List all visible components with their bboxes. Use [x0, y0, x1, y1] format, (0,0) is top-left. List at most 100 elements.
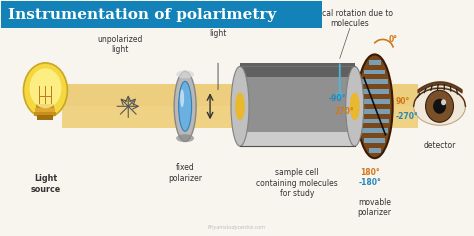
FancyBboxPatch shape: [240, 85, 355, 88]
Text: Linearly
polarized
light: Linearly polarized light: [200, 9, 236, 38]
Text: -180°: -180°: [358, 178, 381, 187]
FancyBboxPatch shape: [63, 102, 418, 103]
FancyBboxPatch shape: [240, 96, 355, 99]
FancyBboxPatch shape: [240, 107, 355, 110]
Ellipse shape: [414, 87, 465, 125]
FancyBboxPatch shape: [240, 140, 355, 143]
FancyBboxPatch shape: [63, 109, 418, 110]
FancyBboxPatch shape: [240, 126, 355, 130]
Text: Light
source: Light source: [30, 174, 61, 194]
Ellipse shape: [24, 63, 67, 118]
Text: 180°: 180°: [360, 168, 380, 177]
FancyBboxPatch shape: [240, 77, 355, 80]
Ellipse shape: [235, 92, 245, 120]
FancyBboxPatch shape: [240, 132, 355, 135]
FancyBboxPatch shape: [240, 83, 355, 86]
FancyBboxPatch shape: [63, 116, 418, 117]
FancyBboxPatch shape: [63, 110, 418, 111]
FancyBboxPatch shape: [240, 129, 355, 132]
FancyBboxPatch shape: [63, 126, 418, 127]
FancyBboxPatch shape: [240, 69, 355, 72]
FancyBboxPatch shape: [63, 111, 418, 112]
FancyBboxPatch shape: [369, 60, 381, 65]
FancyBboxPatch shape: [240, 118, 355, 122]
FancyBboxPatch shape: [359, 99, 390, 104]
FancyBboxPatch shape: [63, 112, 418, 113]
Ellipse shape: [231, 66, 249, 146]
FancyBboxPatch shape: [362, 128, 388, 133]
FancyBboxPatch shape: [369, 148, 381, 153]
FancyBboxPatch shape: [35, 112, 56, 116]
FancyBboxPatch shape: [63, 113, 418, 114]
FancyBboxPatch shape: [63, 89, 418, 90]
FancyBboxPatch shape: [63, 104, 418, 105]
Ellipse shape: [179, 81, 191, 131]
FancyBboxPatch shape: [63, 121, 418, 122]
Ellipse shape: [176, 134, 194, 142]
FancyBboxPatch shape: [63, 115, 418, 116]
FancyBboxPatch shape: [240, 121, 355, 124]
FancyBboxPatch shape: [63, 87, 418, 88]
FancyBboxPatch shape: [37, 115, 54, 120]
FancyBboxPatch shape: [63, 88, 418, 89]
Ellipse shape: [346, 66, 364, 146]
FancyBboxPatch shape: [63, 118, 418, 119]
Ellipse shape: [357, 55, 392, 158]
FancyBboxPatch shape: [240, 91, 355, 94]
Text: Instrumentation of polarimetry: Instrumentation of polarimetry: [8, 8, 276, 21]
Ellipse shape: [180, 89, 184, 107]
FancyBboxPatch shape: [63, 122, 418, 123]
FancyBboxPatch shape: [63, 125, 418, 126]
FancyBboxPatch shape: [240, 113, 355, 116]
FancyBboxPatch shape: [0, 29, 474, 236]
FancyBboxPatch shape: [63, 100, 418, 101]
FancyBboxPatch shape: [240, 74, 355, 77]
Ellipse shape: [174, 71, 196, 141]
Text: unpolarized
light: unpolarized light: [98, 35, 143, 55]
FancyBboxPatch shape: [240, 105, 355, 108]
Text: 0°: 0°: [389, 35, 398, 44]
FancyBboxPatch shape: [240, 93, 355, 97]
FancyBboxPatch shape: [240, 124, 355, 127]
FancyBboxPatch shape: [240, 143, 355, 146]
FancyBboxPatch shape: [63, 123, 418, 124]
FancyBboxPatch shape: [240, 116, 355, 119]
FancyBboxPatch shape: [360, 118, 389, 123]
Ellipse shape: [350, 92, 360, 120]
Text: 270°: 270°: [335, 107, 355, 116]
Ellipse shape: [433, 99, 446, 114]
FancyBboxPatch shape: [63, 101, 418, 102]
FancyBboxPatch shape: [63, 84, 418, 85]
FancyBboxPatch shape: [240, 110, 355, 113]
FancyBboxPatch shape: [63, 103, 418, 104]
Text: -90°: -90°: [329, 94, 346, 103]
FancyBboxPatch shape: [0, 0, 322, 29]
FancyBboxPatch shape: [36, 104, 55, 108]
FancyBboxPatch shape: [364, 70, 385, 75]
FancyBboxPatch shape: [240, 80, 355, 83]
Ellipse shape: [29, 68, 62, 108]
FancyBboxPatch shape: [362, 79, 388, 84]
Text: fixed
polarizer: fixed polarizer: [168, 163, 202, 183]
FancyBboxPatch shape: [63, 107, 418, 109]
Text: detector: detector: [423, 141, 456, 150]
FancyBboxPatch shape: [63, 105, 418, 106]
FancyBboxPatch shape: [240, 66, 355, 69]
Text: movable
polarizer: movable polarizer: [358, 198, 392, 218]
FancyBboxPatch shape: [63, 97, 418, 99]
FancyBboxPatch shape: [63, 85, 418, 87]
FancyBboxPatch shape: [240, 138, 355, 141]
Text: 90°: 90°: [396, 97, 410, 106]
FancyBboxPatch shape: [240, 88, 355, 91]
Text: -270°: -270°: [396, 112, 419, 121]
FancyBboxPatch shape: [63, 95, 418, 97]
Ellipse shape: [441, 99, 446, 105]
FancyBboxPatch shape: [63, 114, 418, 115]
FancyBboxPatch shape: [63, 106, 418, 107]
FancyBboxPatch shape: [63, 94, 418, 95]
FancyBboxPatch shape: [360, 89, 389, 94]
FancyBboxPatch shape: [364, 138, 385, 143]
FancyBboxPatch shape: [63, 124, 418, 125]
FancyBboxPatch shape: [359, 109, 390, 114]
FancyBboxPatch shape: [240, 99, 355, 102]
